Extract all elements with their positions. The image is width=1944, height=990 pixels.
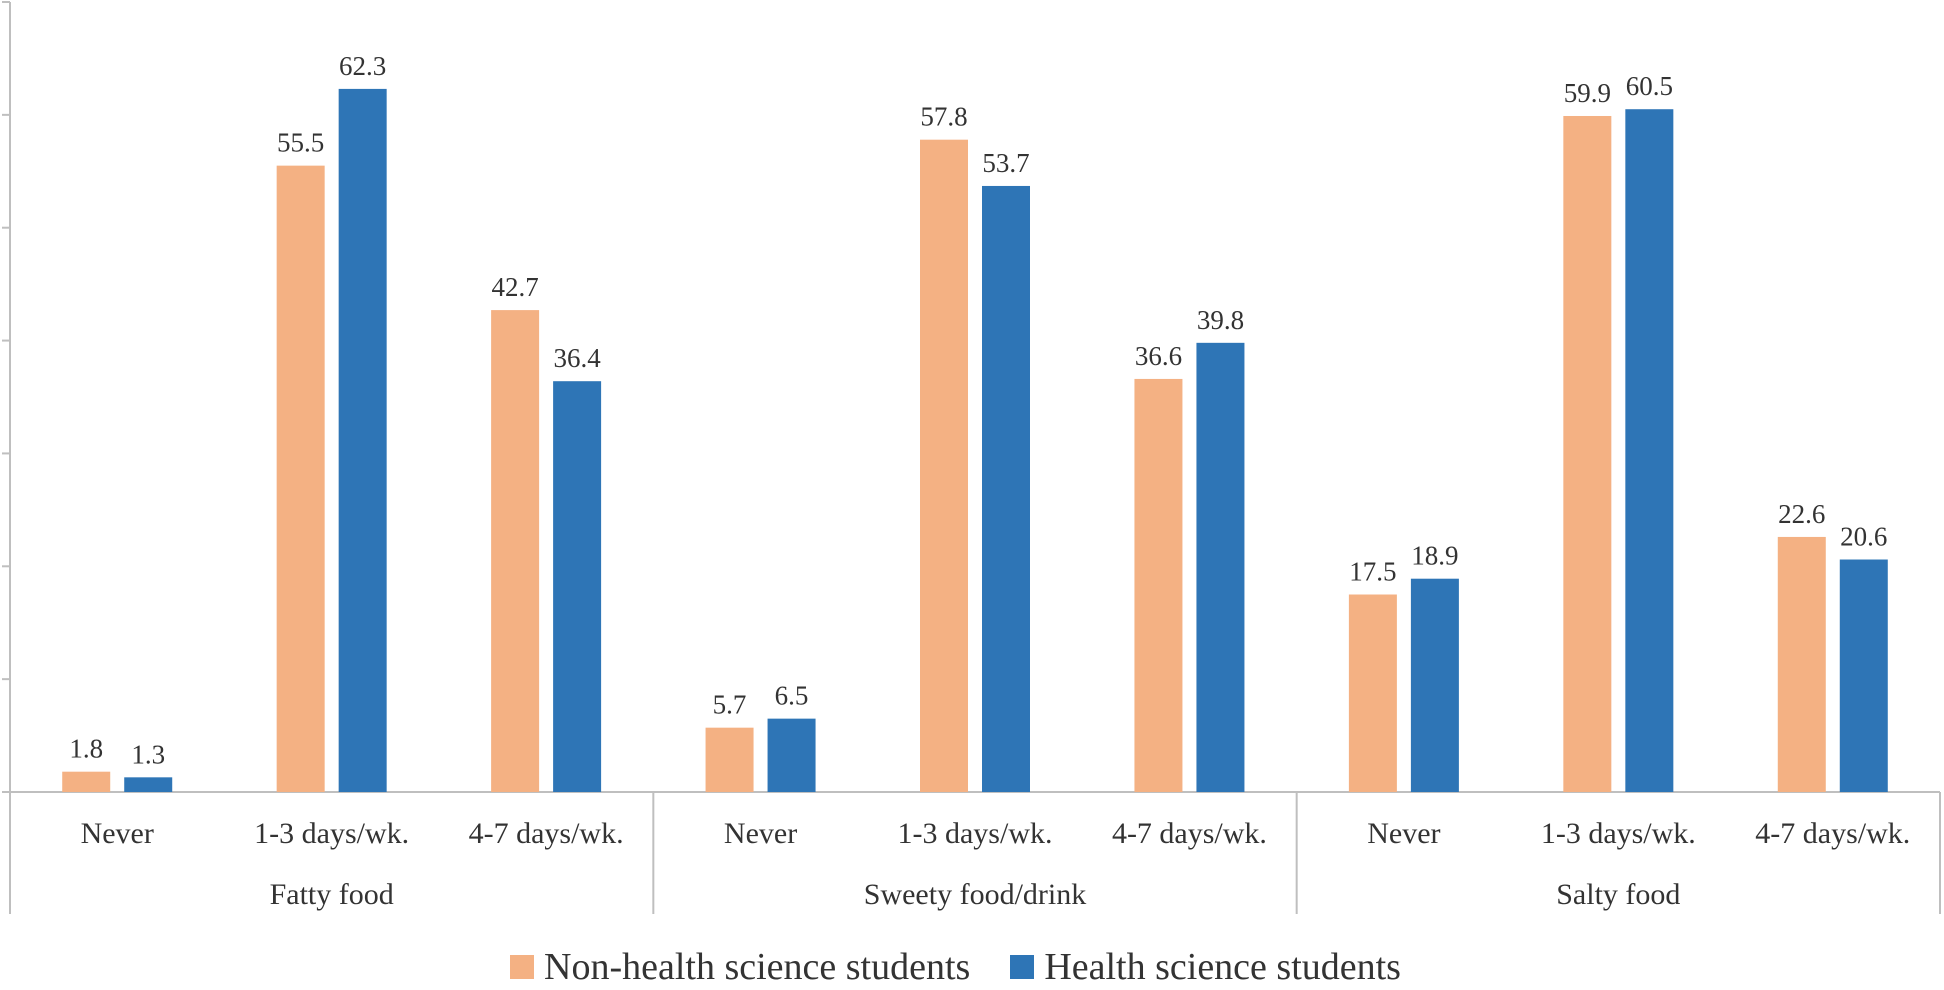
bar-health [1625, 109, 1674, 792]
bar-non-health [491, 310, 540, 792]
bar-non-health [920, 139, 968, 792]
legend-item-non-health: Non-health science students [510, 945, 970, 989]
data-label-non-health: 1.8 [69, 734, 103, 764]
data-label-health: 62.3 [339, 51, 386, 81]
x-category-label: Never [1367, 817, 1440, 850]
bar-health [124, 777, 173, 792]
data-label-non-health: 55.5 [277, 128, 324, 158]
x-category-label: 1-3 days/wk. [1541, 817, 1696, 850]
data-label-health: 18.9 [1411, 541, 1458, 571]
legend-label-non-health: Non-health science students [544, 946, 971, 988]
legend-label-health: Health science students [1044, 946, 1401, 988]
bar-non-health [62, 771, 111, 792]
x-category-label: 4-7 days/wk. [1112, 817, 1267, 850]
bar-health [338, 88, 387, 792]
x-group-label: Salty food [1556, 878, 1680, 911]
data-label-health: 53.7 [982, 148, 1029, 178]
data-label-health: 20.6 [1840, 522, 1887, 552]
data-label-non-health: 57.8 [920, 102, 967, 132]
bar-health [982, 185, 1030, 792]
x-category-label: 4-7 days/wk. [469, 817, 624, 850]
data-label-non-health: 17.5 [1349, 557, 1396, 587]
data-label-non-health: 36.6 [1135, 341, 1182, 371]
x-group-label: Sweety food/drink [864, 878, 1086, 911]
legend-item-health: Health science students [1010, 945, 1401, 989]
bar-health [1839, 559, 1888, 792]
x-category-label: 4-7 days/wk. [1755, 817, 1910, 850]
legend-swatch-health [1010, 955, 1035, 979]
bar-health [767, 718, 816, 792]
data-label-health: 60.5 [1626, 71, 1673, 101]
bar-non-health [1777, 536, 1826, 792]
x-category-label: 1-3 days/wk. [898, 817, 1053, 850]
legend-swatch-non-health [510, 955, 534, 979]
bar-health [1196, 342, 1245, 792]
data-label-non-health: 5.7 [713, 690, 747, 720]
data-label-non-health: 59.9 [1564, 78, 1611, 108]
bar-non-health [276, 165, 325, 793]
x-category-label: Never [724, 817, 797, 850]
bar-non-health [1134, 378, 1183, 792]
data-label-non-health: 22.6 [1778, 499, 1825, 529]
data-label-health: 1.3 [131, 739, 165, 769]
bar-non-health [1563, 115, 1612, 792]
bar-non-health [1348, 594, 1397, 792]
bar-non-health [705, 727, 754, 792]
chart-legend: Non-health science students Health scien… [510, 944, 1441, 990]
bar-health [1410, 578, 1459, 792]
x-group-label: Fatty food [270, 878, 394, 911]
data-label-health: 39.8 [1197, 305, 1244, 335]
data-label-non-health: 42.7 [491, 272, 538, 302]
data-label-health: 36.4 [553, 343, 601, 373]
bar-health [553, 381, 602, 792]
x-category-label: Never [81, 817, 154, 850]
x-category-label: 1-3 days/wk. [254, 817, 409, 850]
data-label-health: 6.5 [775, 681, 809, 711]
